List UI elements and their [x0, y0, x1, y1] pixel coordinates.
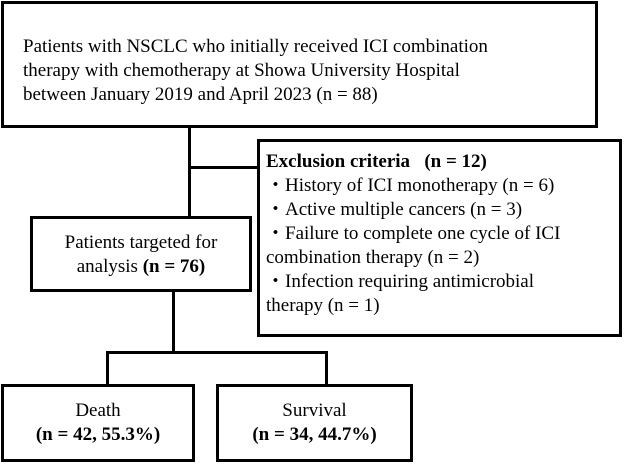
exclusion-item-1: ・History of ICI monotherapy (n = 6) — [266, 175, 555, 196]
initial-cohort-text: Patients with NSCLC who initially receiv… — [23, 35, 488, 107]
analysis-cohort-text: Patients targeted for analysis (n = 76) — [33, 231, 249, 279]
death-label: Death — [75, 400, 121, 421]
death-outcome-box: Death (n = 42, 55.3%) — [1, 384, 195, 462]
exclusion-item-3-line-2: combination therapy (n = 2) — [266, 247, 480, 268]
survival-count: (n = 34, 44.7%) — [252, 424, 377, 445]
connector-to-death — [106, 351, 109, 385]
connector-analysis-down — [172, 292, 175, 353]
analysis-cohort-box: Patients targeted for analysis (n = 76) — [30, 216, 252, 292]
connector-to-survival — [325, 351, 328, 385]
exclusion-item-4-line-1: ・Infection requiring antimicrobial — [266, 271, 535, 292]
exclusion-item-2: ・Active multiple cancers (n = 3) — [266, 199, 523, 220]
initial-cohort-line-1: Patients with NSCLC who initially receiv… — [23, 36, 488, 57]
initial-cohort-box: Patients with NSCLC who initially receiv… — [1, 1, 598, 128]
analysis-count: (n = 76) — [142, 256, 206, 277]
exclusion-count: (n = 12) — [424, 151, 487, 172]
exclusion-title-row: Exclusion criteria (n = 12) — [266, 150, 560, 174]
exclusion-item-3-line-1: ・Failure to complete one cycle of ICI — [266, 223, 561, 244]
initial-cohort-line-2: therapy with chemotherapy at Showa Unive… — [23, 60, 460, 81]
exclusion-title: Exclusion criteria — [266, 151, 411, 172]
death-count: (n = 42, 55.3%) — [35, 424, 161, 445]
exclusion-criteria-box: Exclusion criteria (n = 12) ・History of … — [257, 139, 622, 337]
analysis-line-2: analysis (n = 76) — [33, 255, 249, 279]
death-outcome-text: Death (n = 42, 55.3%) — [4, 399, 192, 447]
exclusion-item-4-line-2: therapy (n = 1) — [266, 295, 380, 316]
connector-to-exclusion — [188, 166, 258, 169]
connector-top-to-analysis — [188, 128, 191, 216]
analysis-line-1: Patients targeted for — [64, 232, 218, 253]
survival-outcome-box: Survival (n = 34, 44.7%) — [216, 384, 413, 462]
connector-branch-horizontal — [106, 351, 328, 354]
initial-cohort-line-3: between January 2019 and April 2023 (n =… — [23, 84, 378, 105]
survival-outcome-text: Survival (n = 34, 44.7%) — [219, 399, 410, 447]
exclusion-criteria-text: Exclusion criteria (n = 12) ・History of … — [266, 150, 560, 318]
survival-label: Survival — [282, 400, 347, 421]
analysis-label: analysis — [76, 256, 143, 277]
